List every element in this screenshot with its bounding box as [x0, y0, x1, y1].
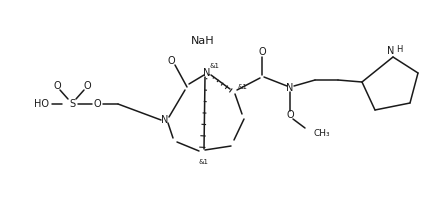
Text: CH₃: CH₃	[314, 129, 330, 138]
Text: &1: &1	[238, 84, 248, 90]
Text: O: O	[286, 110, 294, 120]
Text: N: N	[387, 46, 395, 56]
Text: O: O	[53, 81, 61, 91]
Text: H: H	[396, 44, 402, 54]
Text: N: N	[286, 83, 294, 93]
Text: S: S	[69, 99, 75, 109]
Text: HO: HO	[35, 99, 50, 109]
Text: O: O	[167, 56, 175, 66]
Text: NaH: NaH	[191, 36, 215, 46]
Text: &1: &1	[210, 63, 220, 69]
Text: N: N	[161, 115, 169, 125]
Text: O: O	[258, 47, 266, 57]
Text: N: N	[203, 68, 211, 78]
Text: O: O	[83, 81, 91, 91]
Text: O: O	[93, 99, 101, 109]
Text: &1: &1	[199, 159, 209, 165]
